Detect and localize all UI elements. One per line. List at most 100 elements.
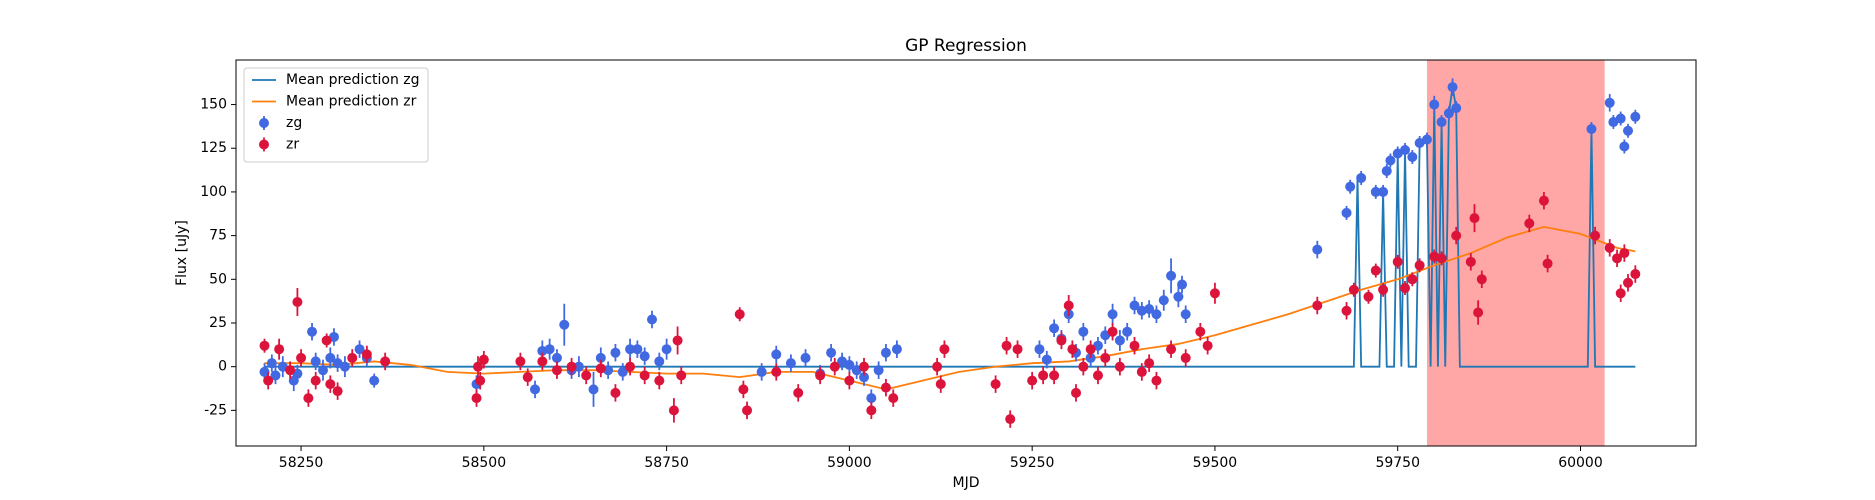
data-point	[270, 370, 281, 381]
data-point	[544, 344, 555, 355]
data-point	[1038, 370, 1049, 381]
data-point	[1590, 230, 1601, 241]
data-point	[1100, 352, 1111, 363]
data-point	[1151, 375, 1162, 386]
data-point	[639, 370, 650, 381]
data-point	[625, 344, 636, 355]
data-point	[1615, 288, 1626, 299]
data-point	[1348, 284, 1359, 295]
mean-line	[264, 225, 1636, 391]
data-point	[1370, 186, 1381, 197]
data-point	[1604, 97, 1615, 108]
data-point	[303, 393, 314, 404]
data-point	[274, 344, 285, 355]
x-tick-label: 58500	[462, 455, 507, 471]
data-point	[1623, 277, 1634, 288]
data-point	[263, 375, 274, 386]
data-point	[1356, 172, 1367, 183]
data-point	[292, 297, 303, 308]
data-point	[1107, 326, 1118, 337]
data-point	[661, 344, 672, 355]
data-point	[793, 387, 804, 398]
y-tick-label: 125	[200, 140, 227, 156]
data-point	[1619, 248, 1630, 259]
data-point	[1136, 366, 1147, 377]
data-point	[1151, 309, 1162, 320]
axes-frame	[235, 59, 1697, 447]
data-point	[1005, 414, 1016, 425]
data-point	[325, 352, 336, 363]
data-point	[891, 344, 902, 355]
y-tick-label: 75	[209, 228, 227, 244]
data-point	[1166, 270, 1177, 281]
data-point	[990, 379, 1001, 390]
data-point	[1067, 344, 1078, 355]
data-point	[1071, 387, 1082, 398]
data-point	[537, 356, 548, 367]
data-point	[1049, 323, 1060, 334]
data-point	[859, 372, 870, 383]
data-point	[369, 375, 380, 386]
data-point	[1209, 288, 1220, 299]
data-point	[588, 384, 599, 395]
data-point	[1407, 274, 1418, 285]
data-point	[1436, 117, 1447, 128]
data-point	[738, 384, 749, 395]
data-point	[1202, 340, 1213, 351]
data-point	[1370, 265, 1381, 276]
legend-label: Mean prediction zg	[286, 72, 420, 88]
data-point	[354, 344, 365, 355]
data-point	[321, 335, 332, 346]
data-point	[332, 386, 343, 397]
data-point	[1630, 269, 1641, 280]
data-point	[639, 351, 650, 362]
data-point	[1612, 253, 1623, 264]
y-tick-label: 150	[200, 97, 227, 113]
data-point	[734, 309, 745, 320]
data-point	[472, 361, 483, 372]
data-point	[1473, 307, 1484, 318]
data-point	[1414, 260, 1425, 271]
data-point	[1056, 335, 1067, 346]
x-tick-label: 58750	[644, 455, 689, 471]
data-point	[1623, 125, 1634, 136]
data-point	[266, 358, 277, 369]
data-point	[566, 361, 577, 372]
data-point	[1341, 207, 1352, 218]
data-point	[676, 370, 687, 381]
data-point	[1378, 186, 1389, 197]
data-point	[307, 326, 318, 337]
data-point	[285, 365, 296, 376]
data-point	[646, 314, 657, 325]
data-point	[1385, 155, 1396, 166]
data-point	[1378, 284, 1389, 295]
data-point	[1166, 344, 1177, 355]
data-point	[1049, 370, 1060, 381]
data-point	[668, 405, 679, 416]
data-point	[1107, 309, 1118, 320]
data-point	[1129, 300, 1140, 311]
data-point	[617, 366, 628, 377]
data-point	[471, 393, 482, 404]
data-point	[873, 365, 884, 376]
y-axis-label: Flux [uJy]	[174, 220, 190, 286]
data-point	[1345, 181, 1356, 192]
x-tick-label: 60000	[1558, 455, 1603, 471]
data-point	[1078, 361, 1089, 372]
legend-marker	[259, 139, 269, 150]
data-point	[1078, 326, 1089, 337]
data-point	[1421, 134, 1432, 145]
y-tick-label: 25	[209, 315, 227, 331]
data-point	[1604, 242, 1615, 253]
data-point	[1180, 352, 1191, 363]
data-point	[259, 366, 270, 377]
data-point	[654, 356, 665, 367]
x-axis-label: MJD	[953, 475, 980, 491]
data-point	[1524, 218, 1535, 229]
data-point	[1400, 283, 1411, 294]
data-point	[1341, 305, 1352, 316]
data-point	[610, 387, 621, 398]
data-point	[742, 405, 753, 416]
data-point	[829, 361, 840, 372]
